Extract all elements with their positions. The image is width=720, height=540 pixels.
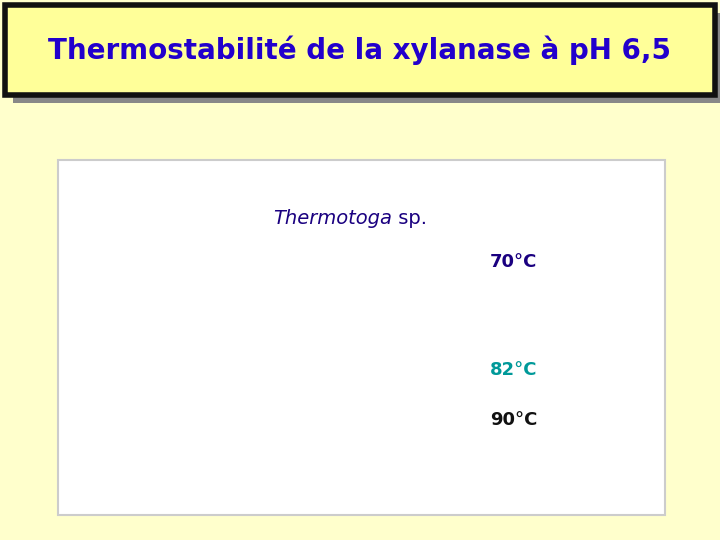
Bar [58, 160, 665, 515]
Text: Thermotoga: Thermotoga [274, 208, 392, 227]
Bar [5, 5, 715, 95]
Text: 82°C: 82°C [490, 361, 538, 379]
Text: Thermostabilité de la xylanase à pH 6,5: Thermostabilité de la xylanase à pH 6,5 [48, 35, 672, 65]
Text: 70°C: 70°C [490, 253, 537, 271]
Bar [13, 13, 720, 103]
Text: Thermotoga sp.: Thermotoga sp. [0, 539, 1, 540]
Text: sp.: sp. [392, 208, 428, 227]
Text: 90°C: 90°C [490, 411, 537, 429]
